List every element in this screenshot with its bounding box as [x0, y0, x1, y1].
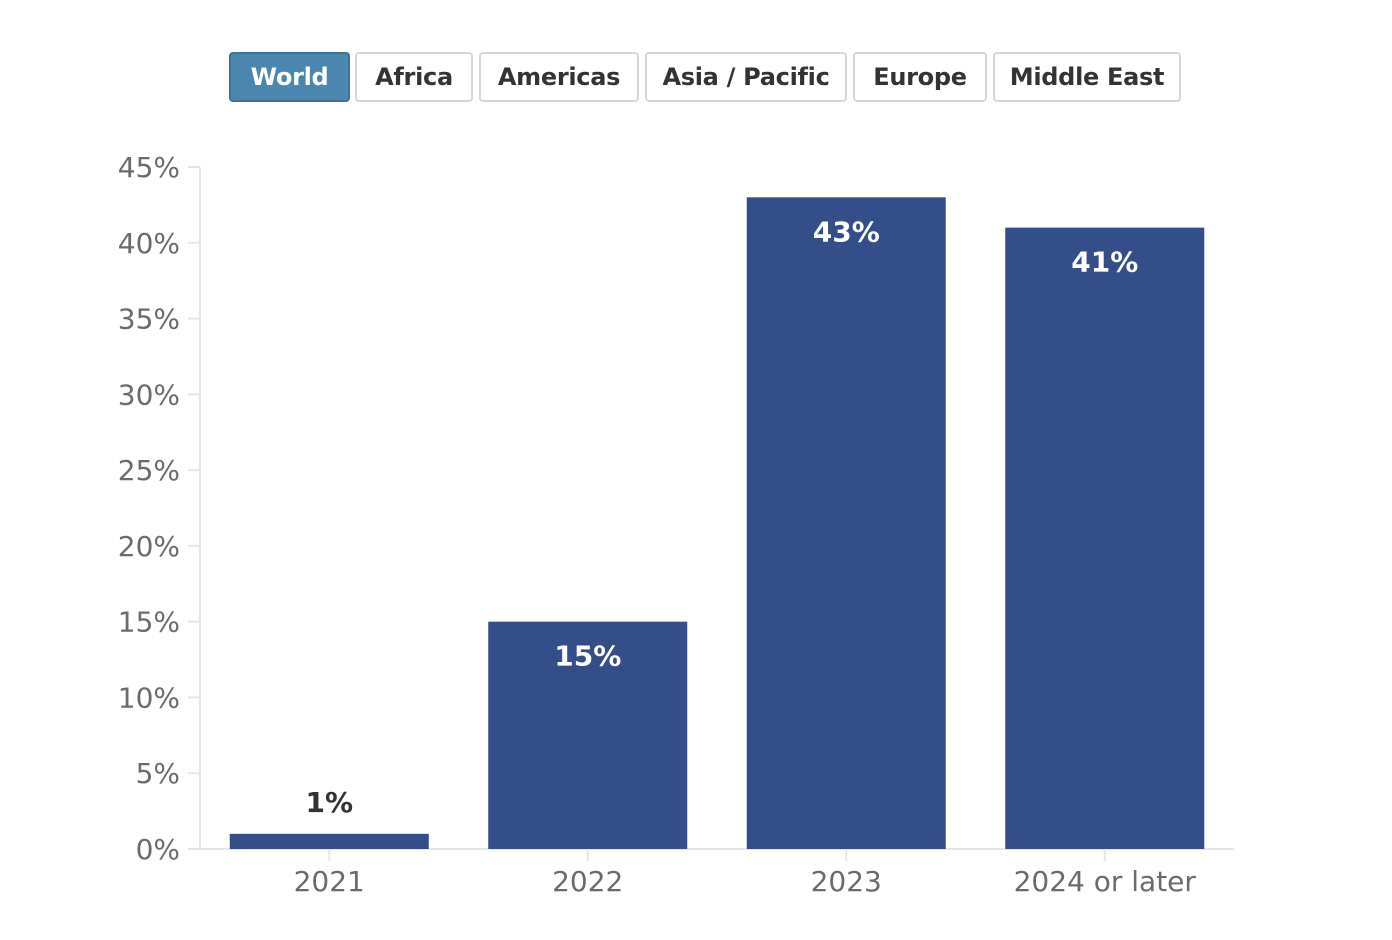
- bar-2021[interactable]: [229, 833, 429, 849]
- y-tick-label: 30%: [118, 378, 180, 411]
- bar-value-label: 41%: [1071, 246, 1138, 279]
- y-tick-label: 15%: [118, 606, 180, 639]
- y-tick-label: 20%: [118, 530, 180, 563]
- tab-world[interactable]: World: [229, 52, 350, 102]
- y-axis: 0% 5% 10% 15% 20% 25% 30% 35% 40% 45%: [118, 151, 201, 866]
- bar-2022[interactable]: [488, 621, 688, 849]
- bar-value-label: 15%: [554, 640, 621, 673]
- y-tick-label: 25%: [118, 454, 180, 487]
- x-tick-label: 2021: [294, 865, 365, 898]
- x-tick-label: 2024 or later: [1014, 865, 1197, 898]
- y-tick-label: 5%: [136, 757, 180, 790]
- bar-value-label: 1%: [305, 786, 353, 819]
- tab-europe[interactable]: Europe: [853, 52, 987, 102]
- bar-value-label: 43%: [813, 215, 880, 248]
- y-tick-label: 45%: [118, 151, 180, 184]
- bar-labels: 1% 15% 43% 41%: [305, 215, 1138, 819]
- bar-2023[interactable]: [746, 197, 946, 850]
- x-tick-label: 2023: [811, 865, 882, 898]
- region-filter-tabs: World Africa Americas Asia / Pacific Eur…: [0, 52, 1392, 106]
- y-tick-label: 10%: [118, 681, 180, 714]
- tab-americas[interactable]: Americas: [479, 52, 639, 102]
- tab-middle-east[interactable]: Middle East: [993, 52, 1181, 102]
- tab-africa[interactable]: Africa: [355, 52, 473, 102]
- y-tick-label: 35%: [118, 303, 180, 336]
- bar-2024-or-later[interactable]: [1005, 227, 1205, 850]
- x-tick-label: 2022: [552, 865, 623, 898]
- y-tick-label: 0%: [136, 833, 180, 866]
- bars: [229, 197, 1205, 850]
- x-axis: 2021 2022 2023 2024 or later: [200, 848, 1234, 898]
- tab-asia-pacific[interactable]: Asia / Pacific: [645, 52, 847, 102]
- y-tick-label: 40%: [118, 227, 180, 260]
